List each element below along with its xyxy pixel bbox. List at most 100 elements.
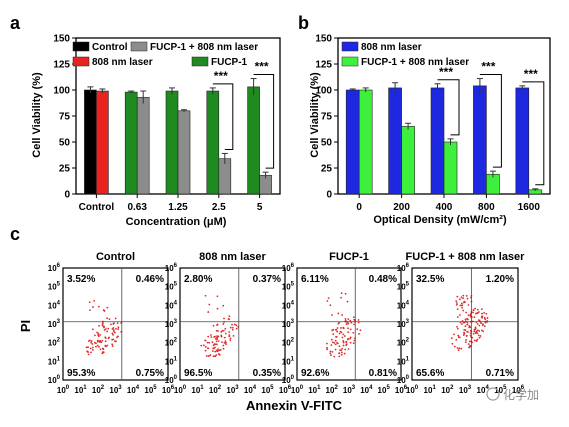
- event-dot: [473, 329, 476, 331]
- event-dot: [465, 294, 468, 297]
- event-dot: [330, 338, 333, 341]
- event-dot: [467, 343, 470, 345]
- event-dot: [101, 339, 104, 342]
- x-tick-exponent: 1: [200, 385, 204, 391]
- event-dot: [476, 322, 479, 325]
- event-dot: [340, 331, 343, 334]
- event-dot: [106, 306, 109, 309]
- x-tick-label: 103: [343, 385, 356, 395]
- legend-label: Control: [92, 42, 128, 53]
- y-tick-exponent: 1: [406, 356, 410, 362]
- panel-b-xlabel: Optical Density (mW/cm²): [373, 214, 507, 226]
- event-dot: [356, 328, 359, 331]
- event-dot: [467, 304, 470, 306]
- event-dot: [472, 309, 475, 311]
- event-dot: [106, 330, 109, 333]
- event-dot: [210, 336, 213, 339]
- event-dot: [461, 323, 463, 325]
- event-dot: [110, 323, 112, 326]
- event-dot: [352, 342, 355, 345]
- event-dot: [459, 304, 462, 307]
- panel-c-xlabel: Annexin V-FITC: [246, 398, 343, 413]
- x-tick-label: 102: [326, 385, 339, 395]
- event-dot: [228, 335, 231, 338]
- y-tick-label: 104: [282, 300, 295, 310]
- bar-blue: [515, 87, 530, 195]
- event-dot: [229, 339, 232, 342]
- event-dot: [340, 292, 343, 295]
- quadrant-value-bottom-left: 92.6%: [301, 368, 329, 379]
- event-dot: [458, 314, 461, 316]
- flow-plot-title: Control: [96, 251, 135, 263]
- x-tick-exponent: 5: [153, 385, 157, 391]
- y-tick-label: 25: [59, 164, 71, 175]
- event-dot: [231, 326, 234, 329]
- event-dot: [342, 341, 345, 344]
- event-dot: [214, 335, 216, 338]
- bar-green: [124, 91, 138, 195]
- event-dot: [94, 334, 96, 337]
- event-dot: [475, 340, 478, 342]
- bar-green: [247, 86, 260, 195]
- event-dot: [476, 329, 479, 332]
- event-dot: [338, 355, 341, 358]
- event-dot: [97, 305, 100, 308]
- event-dot: [461, 304, 463, 307]
- event-dot: [232, 334, 235, 337]
- significance-bracket: [437, 79, 460, 136]
- event-dot: [334, 328, 337, 331]
- event-dot: [342, 344, 345, 347]
- event-dot: [477, 334, 480, 337]
- event-dot: [468, 326, 471, 329]
- x-tick-label: 0: [356, 202, 362, 213]
- legend-swatch-lightgreen: [341, 56, 359, 67]
- event-dot: [207, 347, 210, 350]
- event-dot: [114, 340, 116, 343]
- event-dot: [451, 342, 454, 345]
- x-tick-exponent: 0: [66, 385, 70, 391]
- legend-label: FUCP-1 + 808 nm laser: [361, 57, 469, 68]
- event-dot: [342, 327, 345, 330]
- event-dot: [352, 331, 355, 334]
- event-dot: [456, 326, 458, 328]
- y-tick-exponent: 6: [174, 263, 178, 269]
- x-tick-label: 104: [244, 385, 257, 395]
- event-dot: [326, 346, 328, 349]
- event-dot: [217, 340, 220, 342]
- bar-lightgreen: [443, 141, 458, 195]
- x-tick-exponent: 4: [369, 385, 373, 391]
- x-tick-exponent: 4: [136, 385, 140, 391]
- y-tick-exponent: 6: [406, 263, 410, 269]
- event-dot: [97, 332, 100, 335]
- event-dot: [221, 341, 223, 344]
- y-tick-label: 106: [48, 263, 61, 273]
- x-tick-exponent: 1: [432, 385, 436, 391]
- quadrant-value-top-left: 3.52%: [67, 274, 95, 285]
- legend-label: 808 nm laser: [92, 57, 153, 68]
- x-tick-exponent: 5: [270, 385, 274, 391]
- x-tick-exponent: 2: [101, 385, 105, 391]
- event-dot: [455, 339, 458, 341]
- x-tick-label: 1600: [518, 202, 541, 213]
- x-tick-label: 105: [144, 385, 157, 395]
- event-dot: [345, 344, 348, 347]
- y-tick-exponent: 0: [406, 375, 410, 381]
- y-tick-label: 100: [282, 375, 295, 385]
- event-dot: [478, 336, 481, 339]
- event-dot: [91, 348, 94, 351]
- event-dot: [456, 295, 459, 298]
- event-dot: [330, 344, 333, 346]
- event-dot: [326, 348, 328, 351]
- event-dot: [474, 326, 477, 329]
- x-tick-label: 5: [257, 202, 263, 213]
- event-dot: [329, 352, 332, 355]
- bar-gray: [177, 110, 191, 195]
- y-tick-label: 125: [53, 60, 70, 71]
- panel-label-c: c: [10, 224, 20, 244]
- event-dot: [331, 341, 334, 344]
- event-dot: [216, 350, 219, 353]
- x-tick-exponent: 6: [521, 385, 525, 391]
- panel-a-xlabel: Concentration (μM): [126, 216, 227, 228]
- y-tick-label: 105: [282, 282, 295, 292]
